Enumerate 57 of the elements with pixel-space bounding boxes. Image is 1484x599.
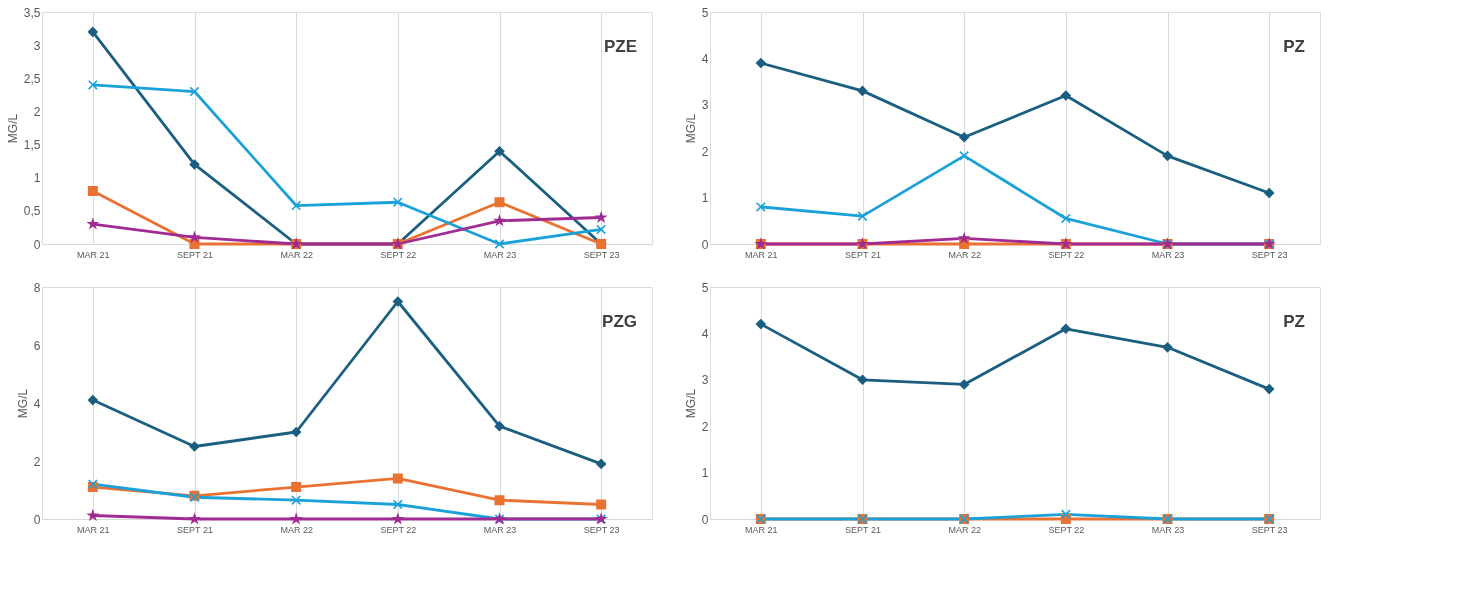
- y-tick-label: 5: [701, 5, 709, 20]
- x-tick-label: SEPT 22: [1048, 249, 1085, 260]
- text: PZ: [1283, 312, 1305, 331]
- y-tick-label: 4: [701, 326, 709, 341]
- x-tick-label: SEPT 22: [1048, 524, 1085, 535]
- y-tick-label: 6: [33, 338, 41, 353]
- y-tick-label: 0: [701, 237, 709, 252]
- x-tick-label: MAR 21: [77, 249, 110, 260]
- y-tick-label: 1: [701, 466, 709, 481]
- x-tick-label: SEPT 21: [845, 249, 881, 260]
- x-tick-label: SEPT 23: [1251, 249, 1288, 260]
- y-tick-label: 3: [33, 38, 41, 53]
- y-tick-label: 0: [33, 512, 41, 527]
- x-tick-label: MAR 22: [948, 249, 981, 260]
- x-tick-label: SEPT 23: [1251, 524, 1288, 535]
- y-tick-label: 2: [701, 144, 709, 159]
- y-tick-label: 3,5: [23, 5, 41, 20]
- y-tick-label: 4: [701, 51, 709, 66]
- y-tick-label: 2,5: [23, 71, 41, 86]
- y-tick-label: 0,5: [23, 204, 41, 219]
- x-tick-label: SEPT 21: [177, 249, 213, 260]
- y-tick-label: 3: [701, 98, 709, 113]
- x-tick-label: SEPT 23: [583, 524, 620, 535]
- y-tick-label: 3: [701, 373, 709, 388]
- y-tick-label: 1: [701, 191, 709, 206]
- x-tick-label: MAR 22: [948, 524, 981, 535]
- y-tick-label: 2: [33, 104, 41, 119]
- y-tick-label: 0: [701, 512, 709, 527]
- y-tick-label: 8: [33, 280, 41, 295]
- x-tick-label: SEPT 23: [583, 249, 620, 260]
- y-axis-title: MG/L: [5, 113, 20, 144]
- x-tick-label: SEPT 22: [380, 524, 417, 535]
- y-tick-label: 4: [33, 396, 41, 411]
- x-tick-label: SEPT 22: [380, 249, 417, 260]
- x-tick-label: MAR 21: [77, 524, 110, 535]
- x-tick-label: MAR 23: [483, 249, 517, 260]
- x-tick-label: MAR 21: [745, 249, 778, 260]
- text: PZ: [1283, 37, 1305, 56]
- x-tick-label: SEPT 21: [845, 524, 881, 535]
- y-axis-title: MG/L: [683, 388, 698, 419]
- text: PZE: [603, 37, 637, 56]
- x-tick-label: MAR 23: [1151, 524, 1185, 535]
- y-tick-label: 2: [33, 454, 41, 469]
- text: PZG: [602, 312, 637, 331]
- x-tick-label: MAR 22: [280, 249, 313, 260]
- y-tick-label: 1: [33, 171, 41, 186]
- y-tick-label: 5: [701, 280, 709, 295]
- y-axis-title: MG/L: [15, 388, 30, 419]
- y-tick-label: 0: [33, 237, 41, 252]
- x-tick-label: SEPT 21: [177, 524, 213, 535]
- y-axis-title: MG/L: [683, 113, 698, 144]
- y-tick-label: 1,5: [23, 138, 41, 153]
- x-tick-label: MAR 21: [745, 524, 778, 535]
- x-tick-label: MAR 22: [280, 524, 313, 535]
- y-tick-label: 2: [701, 419, 709, 434]
- x-tick-label: MAR 23: [483, 524, 517, 535]
- x-tick-label: MAR 23: [1151, 249, 1185, 260]
